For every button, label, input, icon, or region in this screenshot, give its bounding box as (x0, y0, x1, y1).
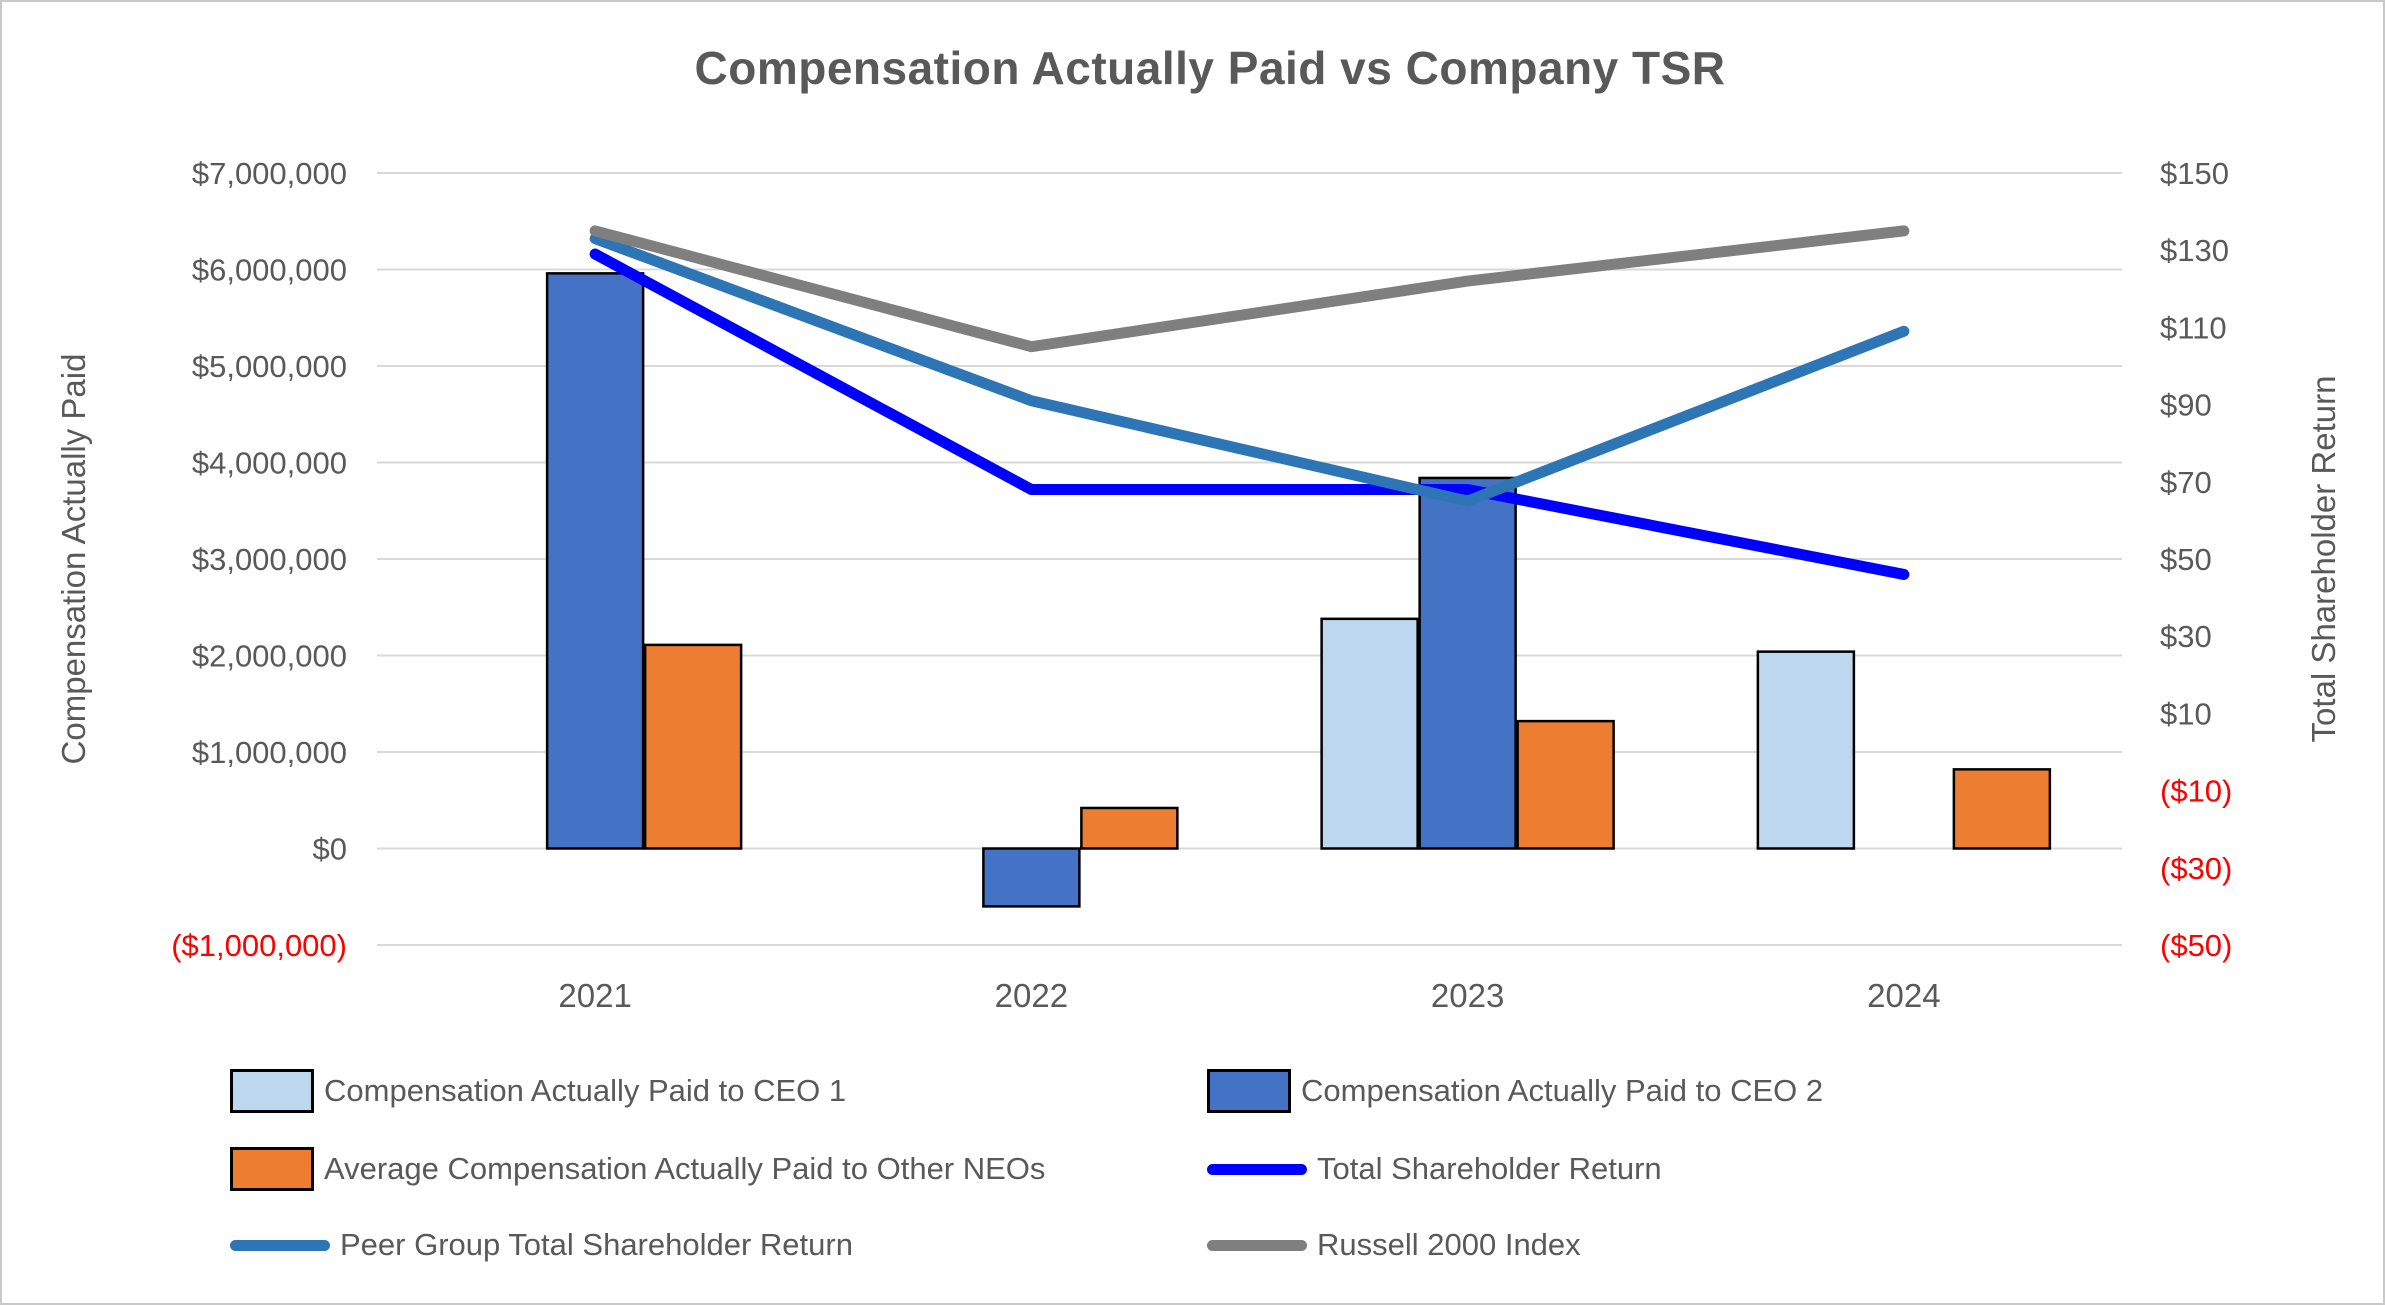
legend-swatch-peer-tsr (230, 1239, 330, 1251)
bar (1080, 806, 1179, 850)
left-axis-tick-label: ($1,000,000) (171, 928, 347, 963)
bar (1756, 650, 1856, 850)
line-series (589, 233, 1910, 507)
legend-swatch-russell (1207, 1239, 1307, 1251)
right-axis-tick-label: $10 (2160, 696, 2212, 731)
bar (545, 272, 645, 850)
right-axis-tick-label: $150 (2160, 156, 2229, 191)
legend-item-tsr: Total Shareholder Return (1207, 1141, 1662, 1197)
left-axis-tick-label: $4,000,000 (192, 446, 347, 481)
right-axis-tick-label: $130 (2160, 233, 2229, 268)
right-axis-tick-label: ($10) (2160, 774, 2232, 809)
right-axis-tick-label: $90 (2160, 388, 2212, 423)
left-axis-tick-label: $7,000,000 (192, 156, 347, 191)
right-axis-tick-label: ($30) (2160, 851, 2232, 886)
left-axis-tick-label: $6,000,000 (192, 253, 347, 288)
x-axis-category-label: 2021 (558, 977, 631, 1014)
bar (1516, 719, 1615, 850)
legend-swatch-ceo1 (230, 1069, 314, 1113)
x-axis-category-label: 2022 (995, 977, 1068, 1014)
legend-label-russell: Russell 2000 Index (1317, 1227, 1581, 1262)
x-axis-category-label: 2023 (1431, 977, 1504, 1014)
right-axis-tick-label: $110 (2160, 310, 2227, 345)
right-axis-tick-label: ($50) (2160, 928, 2232, 963)
right-axis-tick-label: $50 (2160, 542, 2212, 577)
left-axis-tick-label: $0 (313, 832, 347, 867)
legend-item-peer-tsr: Peer Group Total Shareholder Return (230, 1217, 853, 1273)
legend-item-ceo1: Compensation Actually Paid to CEO 1 (230, 1063, 846, 1119)
legend-label-peer-tsr: Peer Group Total Shareholder Return (340, 1227, 853, 1262)
right-axis-tick-label: $70 (2160, 465, 2212, 500)
bar (982, 847, 1081, 908)
left-axis-tick-label: $1,000,000 (192, 735, 347, 770)
legend-label-ceo2: Compensation Actually Paid to CEO 2 (1301, 1073, 1824, 1108)
bar (643, 643, 743, 850)
legend-swatch-ceo2 (1207, 1069, 1291, 1113)
bar (1418, 476, 1517, 850)
chart-title: Compensation Actually Paid vs Company TS… (694, 42, 1726, 94)
legend-item-ceo2: Compensation Actually Paid to CEO 2 (1207, 1063, 1823, 1119)
line-series (589, 225, 1910, 353)
legend-item-russell: Russell 2000 Index (1207, 1217, 1581, 1273)
left-axis-tick-label: $3,000,000 (192, 542, 347, 577)
legend-swatch-tsr (1207, 1163, 1307, 1175)
legend-item-other-neos: Average Compensation Actually Paid to Ot… (230, 1141, 1045, 1197)
legend-label-other-neos: Average Compensation Actually Paid to Ot… (324, 1151, 1046, 1186)
legend-swatch-other-neos (230, 1147, 314, 1191)
bar (1320, 617, 1419, 850)
bar (1952, 768, 2052, 850)
left-axis-tick-label: $5,000,000 (192, 349, 347, 384)
legend-label-tsr: Total Shareholder Return (1317, 1151, 1662, 1186)
line-series (589, 248, 1910, 580)
left-axis-tick-label: $2,000,000 (192, 639, 347, 674)
legend-label-ceo1: Compensation Actually Paid to CEO 1 (324, 1073, 847, 1108)
x-axis-category-label: 2024 (1867, 977, 1940, 1014)
right-axis-tick-label: $30 (2160, 619, 2212, 654)
